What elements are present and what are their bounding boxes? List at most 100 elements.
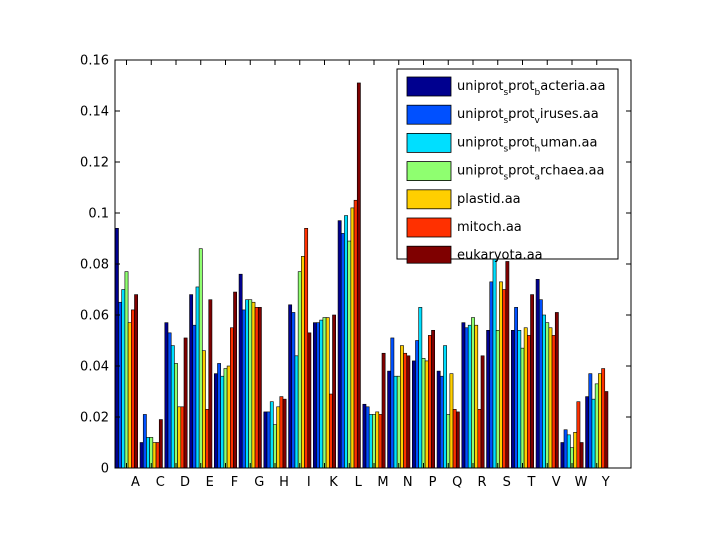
bar-H-series-3	[269, 401, 274, 469]
x-tick-label: C	[156, 475, 165, 490]
bar-P-series-3	[418, 307, 423, 469]
bars-layer	[115, 82, 609, 469]
bar-C-series-5	[152, 442, 157, 469]
bar-S-series-6	[502, 289, 507, 469]
x-tick-label: P	[429, 475, 437, 490]
bar-P-series-7	[431, 329, 436, 469]
bar-I-series-3	[294, 355, 299, 469]
y-tick-label: 0.06	[80, 309, 109, 324]
x-tick-label: W	[575, 475, 588, 490]
bar-W-series-7	[579, 442, 584, 469]
legend-label: uniprotsprotarchaea.aa	[457, 164, 605, 183]
bar-E-series-2	[192, 324, 197, 469]
x-tick-label: S	[503, 475, 511, 490]
x-tick-label: V	[552, 475, 561, 490]
legend-swatch	[406, 161, 452, 182]
bar-D-series-1	[164, 322, 169, 469]
bar-E-series-4	[198, 248, 203, 469]
bar-K-series-6	[328, 393, 333, 469]
bar-L-series-6	[353, 199, 358, 469]
bar-L-series-3	[344, 215, 348, 469]
x-tick-label: G	[254, 475, 264, 490]
x-tick-label: Q	[452, 475, 462, 490]
bar-G-series-6	[254, 307, 259, 469]
bar-V-series-3	[542, 314, 546, 469]
bar-M-series-6	[378, 414, 383, 469]
bar-K-series-5	[325, 317, 330, 469]
bar-I-series-7	[307, 332, 312, 469]
bar-V-series-7	[554, 312, 559, 469]
bar-L-series-1	[337, 220, 342, 469]
y-tick-label: 0.04	[80, 360, 109, 375]
x-tick-label: H	[279, 475, 289, 490]
bar-F-series-1	[214, 373, 218, 469]
legend-swatch	[406, 245, 452, 264]
bar-N-series-7	[406, 355, 411, 469]
bar-N-series-3	[393, 375, 398, 469]
bar-S-series-5	[499, 281, 503, 469]
bar-P-series-4	[421, 358, 426, 469]
bar-N-series-1	[387, 370, 392, 469]
bar-M-series-1	[362, 403, 367, 469]
y-tick-label: 0.1	[88, 207, 109, 222]
bar-Q-series-6	[452, 409, 457, 469]
legend-swatch	[406, 104, 452, 125]
bar-W-series-5	[573, 431, 578, 469]
bar-E-series-1	[189, 294, 194, 469]
bar-D-series-2	[167, 332, 172, 469]
bar-P-series-2	[415, 340, 420, 469]
bar-I-series-5	[301, 256, 305, 469]
bar-G-series-2	[241, 309, 246, 469]
bar-A-series-6	[131, 309, 135, 469]
bar-A-series-3	[121, 289, 126, 469]
bar-N-series-6	[403, 352, 408, 469]
bar-G-series-3	[245, 299, 249, 469]
bar-Q-series-3	[443, 345, 447, 469]
x-tick-label: K	[329, 475, 338, 490]
legend-label: plastid.aa	[457, 192, 521, 207]
x-tick-label: A	[131, 475, 140, 490]
bar-W-series-2	[563, 429, 568, 469]
bar-R-series-1	[461, 322, 466, 469]
bar-S-series-4	[495, 329, 500, 469]
legend-swatch	[406, 132, 452, 153]
bar-D-series-4	[174, 363, 178, 469]
bar-N-series-5	[400, 345, 404, 469]
bar-I-series-1	[288, 304, 293, 469]
legend-swatch	[406, 76, 452, 97]
bar-N-series-4	[396, 375, 401, 469]
bar-W-series-3	[566, 434, 571, 469]
y-tick-label: 0.14	[80, 105, 109, 120]
bar-A-series-2	[118, 301, 123, 469]
x-tick-label: D	[180, 475, 190, 490]
bar-L-series-7	[356, 82, 361, 469]
bar-T-series-5	[523, 327, 528, 469]
bar-I-series-6	[304, 228, 309, 469]
x-tick-label: R	[477, 475, 486, 490]
x-tick-label: Y	[601, 475, 610, 490]
bar-R-series-3	[467, 324, 472, 469]
x-tick-label: F	[231, 475, 238, 490]
bar-F-series-3	[220, 375, 225, 469]
bar-H-series-1	[263, 411, 268, 469]
bar-G-series-5	[251, 301, 256, 469]
bar-S-series-3	[492, 256, 497, 469]
x-tick-label: N	[403, 475, 413, 490]
y-tick-label: 0.16	[80, 54, 109, 69]
bar-H-series-6	[279, 396, 284, 469]
x-tick-label: I	[307, 475, 311, 490]
y-tick-label: 0	[101, 462, 109, 477]
bar-W-series-1	[560, 442, 565, 469]
bar-Y-series-1	[585, 396, 590, 469]
legend-label: uniprotsprothuman.aa	[457, 135, 597, 154]
bar-K-series-4	[322, 317, 327, 469]
bar-D-series-3	[170, 345, 175, 469]
bar-M-series-4	[372, 414, 376, 469]
bar-Q-series-5	[449, 373, 454, 469]
legend-swatch	[406, 217, 452, 238]
bar-T-series-2	[514, 307, 519, 469]
bar-E-series-5	[202, 350, 206, 469]
bar-E-series-6	[205, 409, 210, 469]
y-tick-label: 0.02	[80, 411, 109, 426]
bar-P-series-1	[411, 360, 416, 469]
